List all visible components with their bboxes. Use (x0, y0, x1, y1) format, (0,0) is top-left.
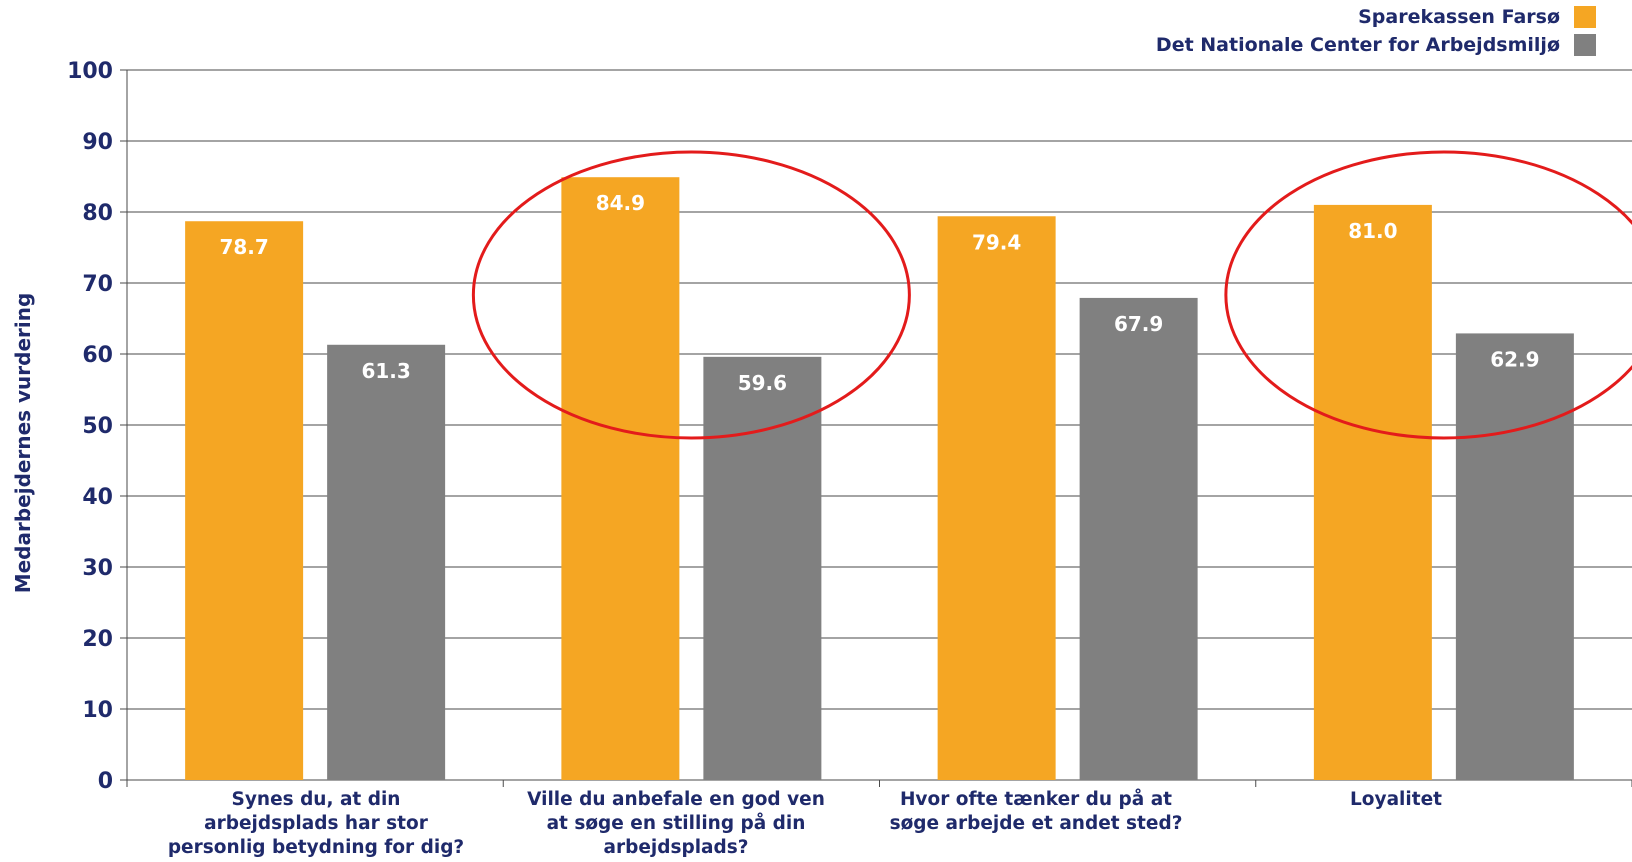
x-category-label-line: Loyalitet (1350, 789, 1442, 810)
data-label: 84.9 (596, 191, 645, 215)
legend-label: Det Nationale Center for Arbejdsmiljø (1155, 34, 1560, 56)
data-label: 62.9 (1490, 347, 1539, 371)
y-tick-label: 60 (82, 343, 113, 368)
x-category-label: Hvor ofte tænker du på at søge arbejde et… (856, 788, 1216, 836)
x-category-label-line: arbejdsplads? (603, 837, 749, 858)
data-label: 61.3 (361, 359, 410, 383)
bar (327, 344, 446, 780)
y-tick-label: 80 (82, 201, 113, 226)
y-tick-label: 0 (98, 769, 113, 794)
bar (1313, 204, 1432, 780)
y-tick-label: 50 (82, 414, 113, 439)
x-category-label-line: at søge en stilling på din (546, 813, 806, 834)
legend-swatch (1574, 6, 1596, 28)
bar (185, 221, 304, 781)
x-category-label-line: Hvor ofte tænker du på at (899, 789, 1173, 810)
bar (561, 177, 680, 780)
y-tick-label: 10 (82, 698, 113, 723)
y-tick-label: 90 (82, 130, 113, 155)
data-label: 67.9 (1114, 312, 1163, 336)
x-category-label-line: Ville du anbefale en god ven (527, 789, 825, 810)
bar (1079, 297, 1198, 780)
y-tick-label: 100 (67, 59, 113, 84)
x-category-label: Ville du anbefale en god ven at søge en s… (496, 788, 856, 860)
highlight-circle (471, 150, 911, 440)
x-category-label-line: Synes du, at din (231, 789, 401, 810)
y-tick-label: 40 (82, 485, 113, 510)
bar (703, 356, 822, 780)
bar (937, 216, 1056, 780)
highlight-circle (1224, 150, 1632, 440)
legend-item-sparekassen: Sparekassen Farsø (1358, 6, 1596, 28)
data-label: 81.0 (1348, 219, 1397, 243)
legend-item-nfa: Det Nationale Center for Arbejdsmiljø (1156, 34, 1596, 56)
x-category-label-line: personlig betydning for dig? (167, 837, 465, 858)
data-label: 79.4 (972, 230, 1021, 254)
y-tick-label: 20 (82, 627, 113, 652)
y-tick-label: 30 (82, 556, 113, 581)
x-category-label: Loyalitet (1216, 788, 1576, 812)
data-label: 59.6 (738, 371, 787, 395)
y-tick-label: 70 (82, 272, 113, 297)
x-category-label: Synes du, at din arbejdsplads har stor per… (136, 788, 496, 860)
legend-swatch (1574, 34, 1596, 56)
bar (1455, 333, 1574, 780)
data-label: 78.7 (219, 235, 268, 259)
x-category-label-line: arbejdsplads har stor (204, 813, 428, 834)
legend-label: Sparekassen Farsø (1358, 6, 1560, 28)
x-category-label-line: søge arbejde et andet sted? (889, 813, 1183, 834)
